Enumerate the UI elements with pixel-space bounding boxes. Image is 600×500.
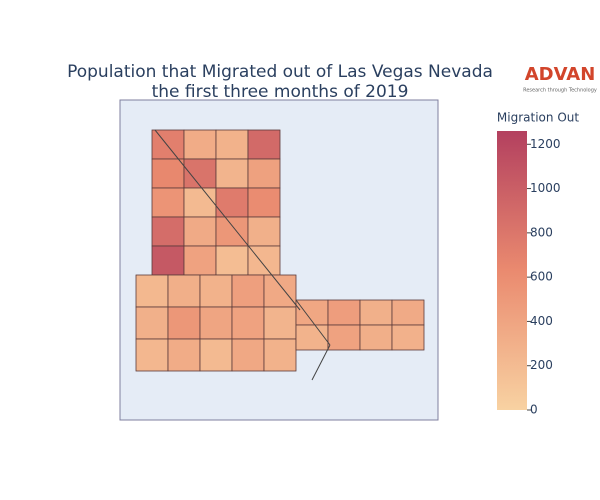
region (167, 338, 201, 372)
colorbar-tick-label: 400 (530, 314, 553, 328)
region (199, 338, 233, 372)
regions (135, 129, 425, 372)
region (183, 158, 217, 189)
region (327, 299, 361, 326)
region (215, 129, 249, 160)
region (359, 299, 393, 326)
region (183, 187, 217, 218)
region (167, 274, 201, 308)
region (151, 158, 185, 189)
colorbar-tick-label: 0 (530, 403, 538, 417)
region (391, 299, 425, 326)
region (215, 216, 249, 247)
region (231, 274, 265, 308)
region (135, 306, 169, 340)
region (247, 158, 281, 189)
region (247, 187, 281, 218)
region (263, 306, 297, 340)
region (135, 338, 169, 372)
region (183, 216, 217, 247)
colorbar-title: Migration Out (497, 111, 579, 125)
region (167, 306, 201, 340)
region (151, 187, 185, 218)
region (247, 129, 281, 160)
colorbar-tick-label: 1000 (530, 181, 561, 195)
region (263, 274, 297, 308)
region (183, 129, 217, 160)
region (247, 245, 281, 276)
title-line: Population that Migrated out of Las Vega… (67, 62, 493, 82)
colorbar-tick-label: 200 (530, 358, 553, 372)
region (151, 216, 185, 247)
region (151, 245, 185, 276)
region (359, 324, 393, 351)
logo-tagline: Research through Technology (523, 88, 597, 94)
region (183, 245, 217, 276)
logo-name: ADVAN (525, 64, 596, 85)
region (135, 274, 169, 308)
road (154, 129, 331, 381)
region (295, 324, 329, 351)
colorbar-tick-label: 800 (530, 225, 553, 239)
colorbar-tick-label: 600 (530, 270, 553, 284)
region (215, 187, 249, 218)
region (215, 158, 249, 189)
region (151, 129, 185, 160)
region (391, 324, 425, 351)
region (199, 274, 233, 308)
region (231, 306, 265, 340)
colorbar-tick-label: 1200 (530, 137, 561, 151)
region (263, 338, 297, 372)
region (247, 216, 281, 247)
region (327, 324, 361, 351)
title-line: the first three months of 2019 (152, 82, 409, 102)
region (231, 338, 265, 372)
colorbar (497, 131, 527, 410)
region (215, 245, 249, 276)
region (199, 306, 233, 340)
